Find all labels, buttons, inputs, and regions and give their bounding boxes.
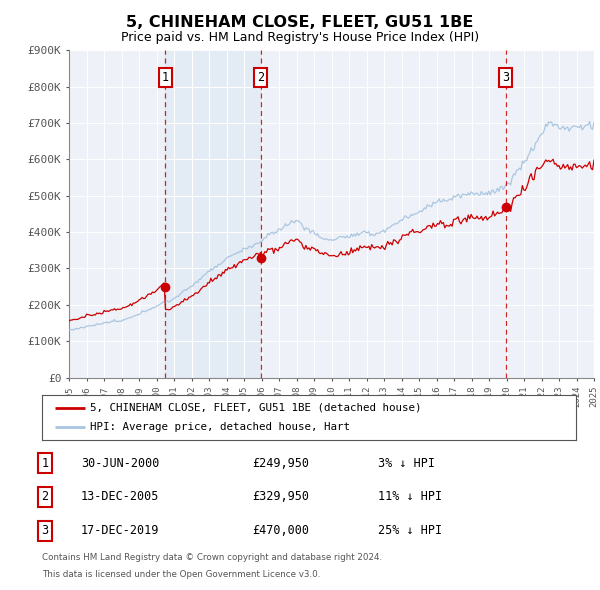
Text: 3% ↓ HPI: 3% ↓ HPI xyxy=(378,457,435,470)
Text: 13-DEC-2005: 13-DEC-2005 xyxy=(81,490,160,503)
Text: This data is licensed under the Open Government Licence v3.0.: This data is licensed under the Open Gov… xyxy=(42,571,320,579)
Text: Contains HM Land Registry data © Crown copyright and database right 2024.: Contains HM Land Registry data © Crown c… xyxy=(42,553,382,562)
Bar xyxy=(165,50,261,378)
Bar xyxy=(261,50,506,378)
Text: Price paid vs. HM Land Registry's House Price Index (HPI): Price paid vs. HM Land Registry's House … xyxy=(121,31,479,44)
Text: 11% ↓ HPI: 11% ↓ HPI xyxy=(378,490,442,503)
Text: 2: 2 xyxy=(41,490,49,503)
Text: £249,950: £249,950 xyxy=(252,457,309,470)
Text: 1: 1 xyxy=(161,71,169,84)
Text: £329,950: £329,950 xyxy=(252,490,309,503)
Text: 17-DEC-2019: 17-DEC-2019 xyxy=(81,525,160,537)
Text: 25% ↓ HPI: 25% ↓ HPI xyxy=(378,525,442,537)
Text: HPI: Average price, detached house, Hart: HPI: Average price, detached house, Hart xyxy=(90,422,350,432)
Text: 2: 2 xyxy=(257,71,265,84)
Text: 5, CHINEHAM CLOSE, FLEET, GU51 1BE (detached house): 5, CHINEHAM CLOSE, FLEET, GU51 1BE (deta… xyxy=(90,403,422,412)
Text: 3: 3 xyxy=(502,71,509,84)
Text: 5, CHINEHAM CLOSE, FLEET, GU51 1BE: 5, CHINEHAM CLOSE, FLEET, GU51 1BE xyxy=(127,15,473,30)
Text: 1: 1 xyxy=(41,457,49,470)
Text: 30-JUN-2000: 30-JUN-2000 xyxy=(81,457,160,470)
Text: 3: 3 xyxy=(41,525,49,537)
Text: £470,000: £470,000 xyxy=(252,525,309,537)
